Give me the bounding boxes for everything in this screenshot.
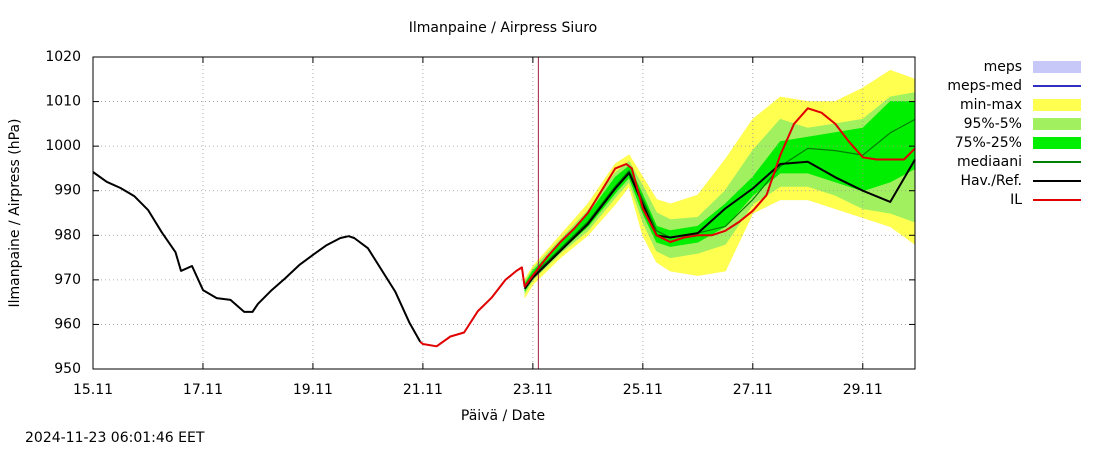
y-tick-label: 970: [54, 272, 81, 288]
band-lower: [524, 185, 916, 298]
band-lower: [524, 167, 916, 292]
legend-label: meps: [984, 59, 1022, 75]
legend-swatch: [1033, 99, 1081, 111]
y-tick-label: 980: [54, 227, 81, 243]
y-tick-label: 1000: [45, 138, 81, 154]
band-upper: [524, 92, 916, 283]
legend-label: 75%-25%: [955, 135, 1022, 151]
x-tick-label: 17.11: [183, 382, 223, 398]
band-upper: [524, 69, 916, 281]
x-tick-label: 25.11: [623, 382, 663, 398]
x-axis-label: Päivä / Date: [461, 408, 545, 424]
x-tick-label: 21.11: [403, 382, 443, 398]
y-tick-label: 960: [54, 316, 81, 332]
legend-swatch: [1033, 61, 1081, 73]
band-upper: [524, 101, 915, 285]
legend-label: 95%-5%: [964, 116, 1022, 132]
y-tick-label: 990: [54, 183, 81, 199]
series-line: [419, 107, 916, 348]
legend-swatch: [1033, 118, 1081, 130]
y-tick-label: 1010: [45, 94, 81, 110]
timestamp: 2024-11-23 06:01:46 EET: [25, 430, 205, 446]
band-lower: [524, 180, 916, 294]
legend-label: min-max: [960, 97, 1022, 113]
legend-label: Hav./Ref.: [960, 173, 1022, 189]
x-tick-label: 29.11: [843, 382, 883, 398]
plot-frame: [92, 56, 916, 370]
y-tick-label: 1020: [45, 49, 81, 65]
y-axis-label: Ilmanpaine / Airpress (hPa): [7, 119, 23, 308]
legend-label: IL: [1010, 192, 1022, 208]
series-line: [92, 158, 916, 343]
x-tick-label: 19.11: [293, 382, 333, 398]
x-tick-label: 27.11: [733, 382, 773, 398]
x-tick-label: 15.11: [73, 382, 113, 398]
legend-label: meps-med: [947, 78, 1022, 94]
chart-title: Ilmanpaine / Airpress Siuro: [409, 20, 597, 36]
y-tick-label: 950: [54, 361, 81, 377]
legend-swatch: [1033, 137, 1081, 149]
legend-label: mediaani: [957, 154, 1022, 170]
x-tick-label: 23.11: [513, 382, 553, 398]
